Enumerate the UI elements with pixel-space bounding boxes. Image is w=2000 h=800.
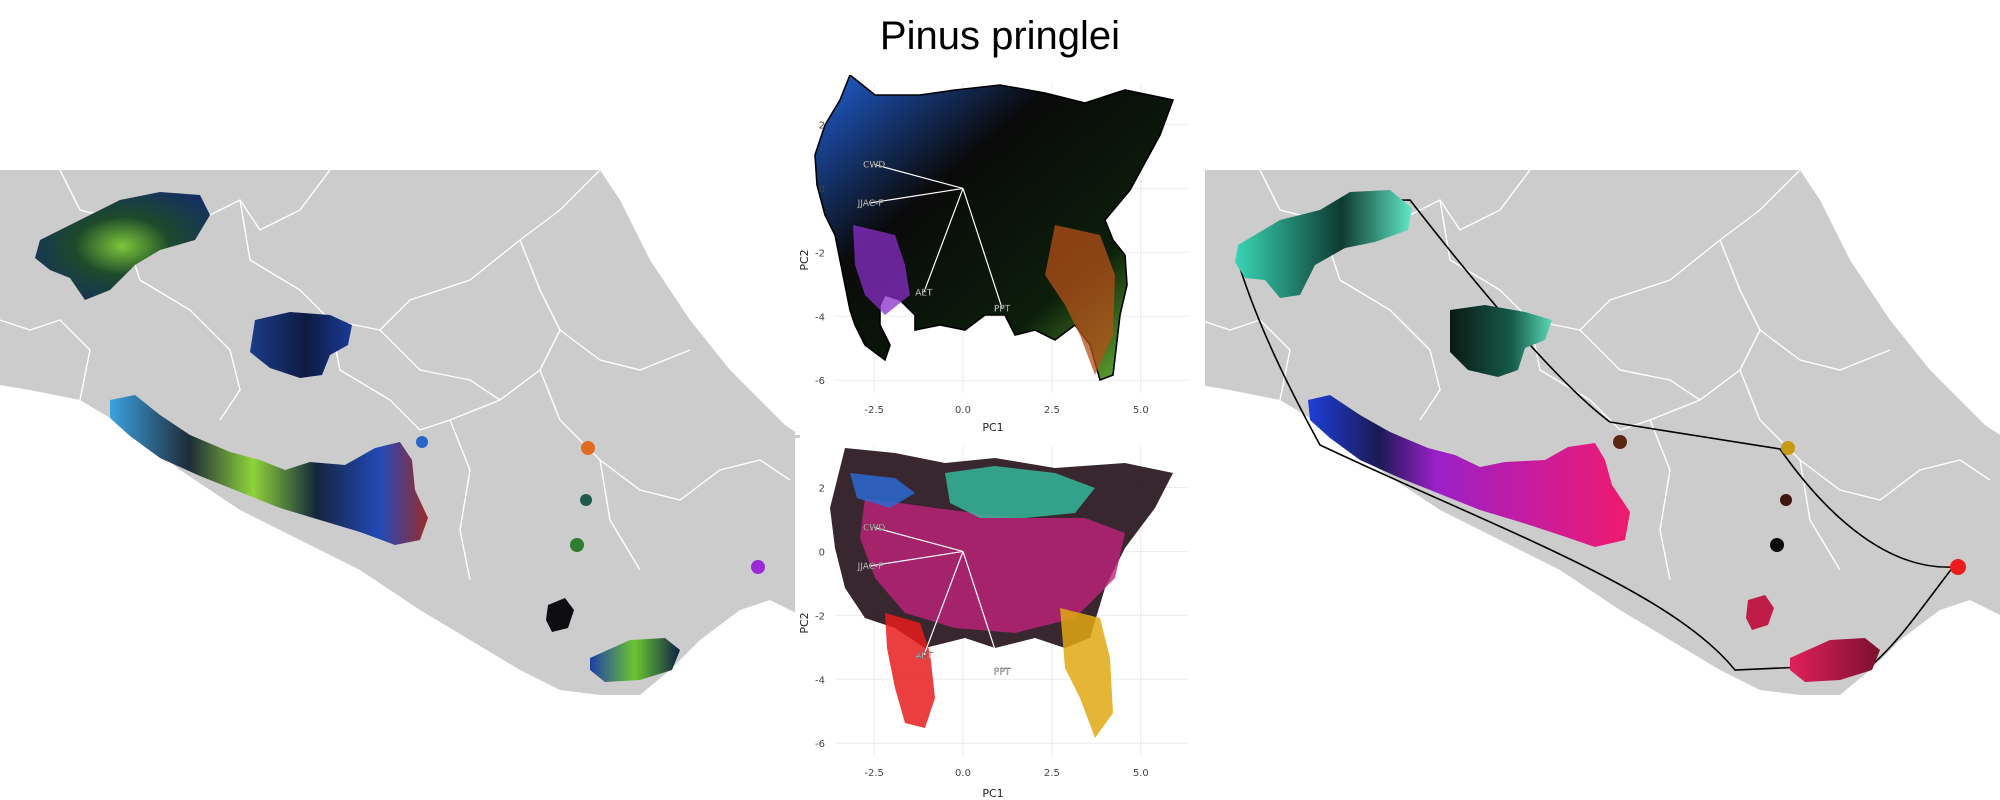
map-left (0, 170, 800, 700)
loading-arrow (870, 187, 964, 204)
loading-label: CWD (863, 523, 885, 533)
y-tick-label: -2 (815, 248, 825, 259)
x-tick-label: 2.5 (1044, 405, 1060, 416)
y-axis-label: PC2 (798, 612, 811, 633)
pca-plot-bottom: CWD JJAC-F AET PPT -2.5 0.0 2.5 5.0 2 0 -2 -4 -6 P… (795, 438, 1205, 800)
lower-cloud-purple (853, 225, 910, 315)
loading-arrow (873, 163, 964, 190)
loading-arrow (962, 551, 1003, 672)
lower-cloud-orange (1045, 225, 1115, 375)
loading-arrows: CWD JJAC-F AET PPT (856, 160, 1011, 314)
y-tick-label: -4 (815, 675, 825, 686)
loading-label: CWD (863, 160, 885, 170)
loading-label: PPT (994, 667, 1011, 677)
loading-label: JJAC-F (857, 562, 884, 572)
land-mass (1200, 170, 2000, 695)
figure-title: Pinus pringlei (879, 14, 1121, 58)
point-cloud-blue (850, 473, 915, 508)
y-tick-label: 2 (819, 484, 825, 495)
point-cloud-red (885, 613, 935, 728)
y-tick-labels: 2 0 -2 -4 -6 (815, 484, 825, 751)
y-tick-label: 2 (819, 121, 825, 132)
x-tick-label: 0.0 (955, 405, 971, 416)
x-tick-labels: -2.5 0.0 2.5 5.0 (864, 768, 1148, 779)
loading-arrows: CWD JJAC-F AET PPT (856, 523, 1011, 677)
y-tick-label: -6 (815, 376, 825, 387)
y-tick-label: 0 (819, 184, 825, 195)
point-cloud-magenta (860, 498, 1125, 633)
x-tick-label: 5.0 (1133, 768, 1149, 779)
x-axis-label: PC1 (982, 421, 1003, 434)
x-tick-label: -2.5 (864, 768, 884, 779)
distribution-regions-right (1235, 190, 1966, 682)
loading-label: PPT (994, 304, 1011, 314)
pca-plot-top: CWD JJAC-F AET PPT -2.5 0.0 2.5 5.0 2 0 -2 -4 -6 P… (795, 75, 1205, 435)
x-tick-labels: -2.5 0.0 2.5 5.0 (864, 405, 1148, 416)
point-cloud-gold (1060, 608, 1113, 738)
loading-arrow (870, 550, 964, 567)
loading-arrow (923, 188, 964, 293)
y-tick-label: -4 (815, 312, 825, 323)
y-tick-label: 0 (819, 547, 825, 558)
distribution-regions-left (35, 192, 765, 682)
state-borders (0, 170, 791, 581)
x-tick-label: -2.5 (864, 405, 884, 416)
x-tick-label: 5.0 (1133, 405, 1149, 416)
y-tick-label: -6 (815, 739, 825, 750)
x-tick-label: 2.5 (1044, 768, 1060, 779)
loading-arrow (962, 188, 1003, 309)
land-mass (0, 170, 800, 695)
y-axis-label: PC2 (798, 249, 811, 270)
loading-label: AET (915, 651, 933, 661)
loading-arrow (923, 551, 964, 656)
density-hull (814, 75, 1175, 382)
map-right (1200, 170, 2000, 700)
loading-label: JJAC-F (857, 199, 884, 209)
point-cloud-teal (945, 466, 1095, 518)
x-axis-label: PC1 (982, 787, 1003, 800)
y-tick-labels: 2 0 -2 -4 -6 (815, 121, 825, 388)
x-tick-label: 0.0 (955, 768, 971, 779)
y-tick-label: -2 (815, 611, 825, 622)
loading-arrow (873, 526, 964, 553)
loading-label: AET (915, 288, 933, 298)
